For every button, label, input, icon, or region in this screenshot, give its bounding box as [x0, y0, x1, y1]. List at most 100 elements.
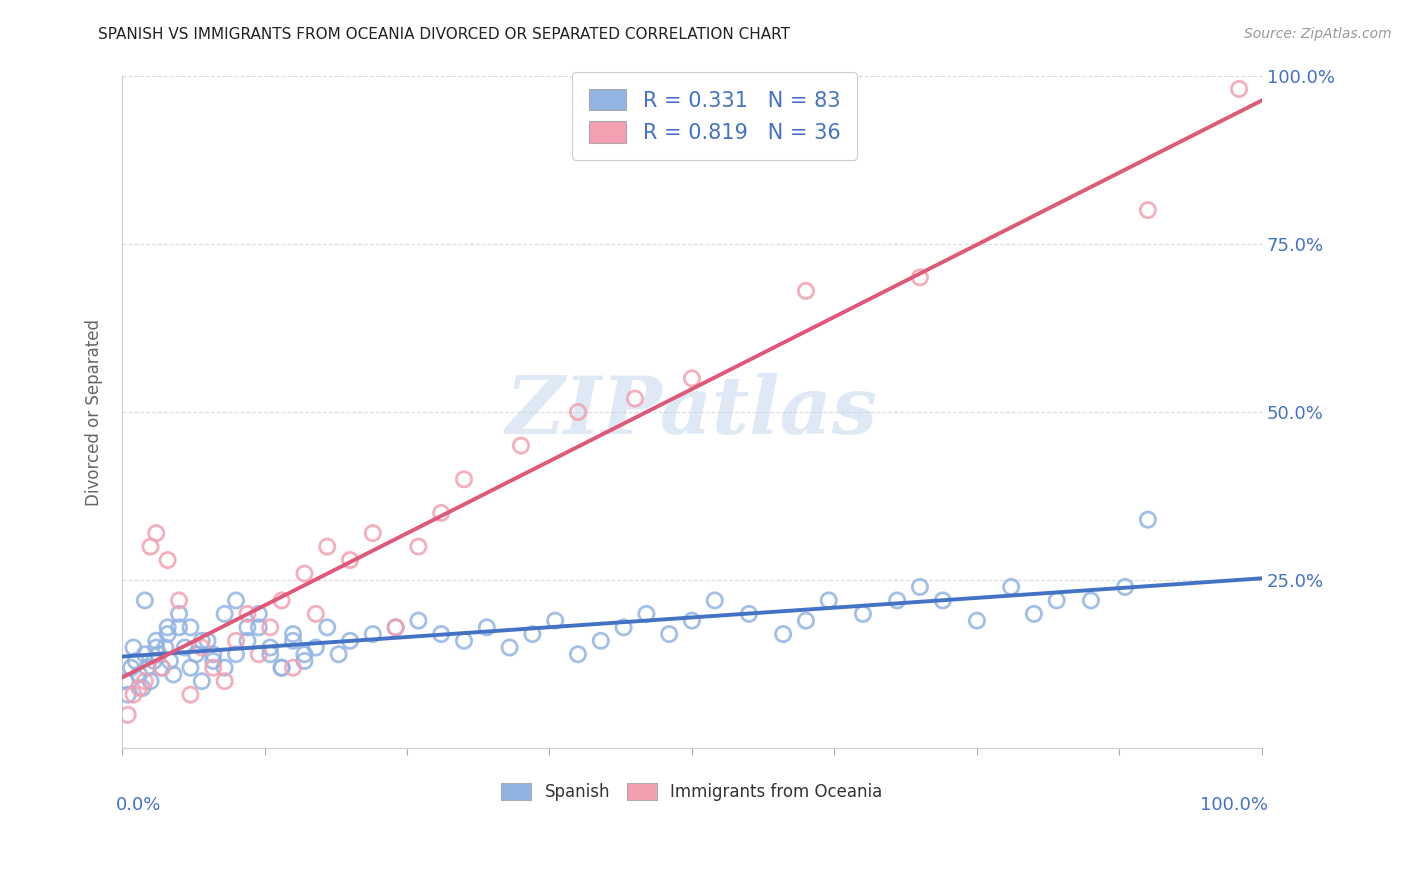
Point	[173, 640, 195, 655]
Point	[294, 647, 316, 661]
Point	[430, 506, 453, 520]
Point	[1000, 580, 1022, 594]
Point	[328, 647, 350, 661]
Point	[125, 654, 148, 668]
Text: ZIPatlas: ZIPatlas	[506, 373, 877, 450]
Point	[128, 667, 150, 681]
Point	[156, 553, 179, 567]
Point	[236, 620, 259, 634]
Point	[134, 647, 156, 661]
Point	[186, 647, 208, 661]
Point	[475, 620, 498, 634]
Point	[191, 640, 214, 655]
Point	[167, 607, 190, 621]
Point	[122, 640, 145, 655]
Point	[214, 661, 236, 675]
Legend: Spanish, Immigrants from Oceania: Spanish, Immigrants from Oceania	[495, 776, 889, 807]
Point	[143, 654, 166, 668]
Point	[139, 674, 162, 689]
Point	[339, 553, 361, 567]
Y-axis label: Divorced or Separated: Divorced or Separated	[86, 318, 103, 506]
Text: SPANISH VS IMMIGRANTS FROM OCEANIA DIVORCED OR SEPARATED CORRELATION CHART: SPANISH VS IMMIGRANTS FROM OCEANIA DIVOR…	[98, 27, 790, 42]
Point	[703, 593, 725, 607]
Point	[361, 627, 384, 641]
Point	[179, 688, 201, 702]
Point	[636, 607, 658, 621]
Point	[681, 614, 703, 628]
Point	[150, 661, 173, 675]
Point	[156, 627, 179, 641]
Point	[281, 661, 304, 675]
Point	[247, 647, 270, 661]
Point	[316, 540, 339, 554]
Point	[294, 654, 316, 668]
Point	[408, 540, 430, 554]
Point	[134, 674, 156, 689]
Point	[305, 607, 328, 621]
Point	[225, 633, 247, 648]
Point	[1114, 580, 1136, 594]
Point	[259, 647, 281, 661]
Point	[131, 681, 153, 695]
Point	[294, 566, 316, 581]
Point	[259, 640, 281, 655]
Point	[247, 620, 270, 634]
Point	[567, 647, 589, 661]
Point	[120, 661, 142, 675]
Text: 100.0%: 100.0%	[1199, 796, 1268, 814]
Point	[214, 607, 236, 621]
Point	[567, 405, 589, 419]
Point	[589, 633, 612, 648]
Point	[681, 371, 703, 385]
Point	[191, 674, 214, 689]
Point	[191, 633, 214, 648]
Point	[136, 661, 159, 675]
Point	[145, 633, 167, 648]
Point	[1136, 513, 1159, 527]
Point	[453, 472, 475, 486]
Point	[305, 640, 328, 655]
Point	[139, 540, 162, 554]
Point	[430, 627, 453, 641]
Point	[339, 633, 361, 648]
Point	[202, 654, 225, 668]
Point	[117, 707, 139, 722]
Point	[247, 607, 270, 621]
Point	[316, 620, 339, 634]
Point	[236, 607, 259, 621]
Point	[202, 647, 225, 661]
Point	[1080, 593, 1102, 607]
Point	[908, 270, 931, 285]
Point	[202, 661, 225, 675]
Point	[145, 526, 167, 541]
Point	[162, 667, 184, 681]
Point	[384, 620, 406, 634]
Point	[197, 633, 219, 648]
Text: 0.0%: 0.0%	[117, 796, 162, 814]
Point	[145, 640, 167, 655]
Point	[159, 654, 181, 668]
Point	[852, 607, 875, 621]
Point	[361, 526, 384, 541]
Point	[281, 627, 304, 641]
Point	[794, 284, 817, 298]
Point	[179, 661, 201, 675]
Point	[128, 681, 150, 695]
Point	[522, 627, 544, 641]
Point	[148, 647, 170, 661]
Point	[908, 580, 931, 594]
Point	[817, 593, 839, 607]
Point	[1227, 82, 1250, 96]
Point	[225, 593, 247, 607]
Point	[281, 633, 304, 648]
Point	[270, 593, 292, 607]
Point	[510, 439, 533, 453]
Point	[270, 661, 292, 675]
Point	[1136, 203, 1159, 218]
Point	[624, 392, 647, 406]
Point	[167, 593, 190, 607]
Point	[214, 674, 236, 689]
Point	[156, 620, 179, 634]
Point	[1022, 607, 1045, 621]
Point	[179, 620, 201, 634]
